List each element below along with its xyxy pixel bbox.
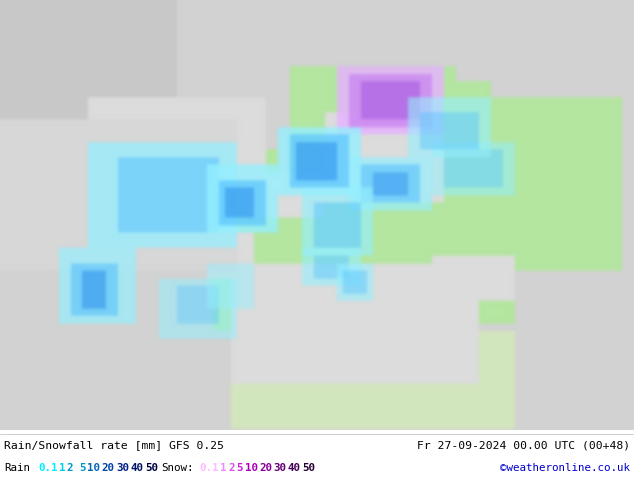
Text: Snow:: Snow: [162, 463, 194, 473]
Text: 20: 20 [102, 463, 115, 473]
Text: 0.1: 0.1 [200, 463, 219, 473]
Text: 2 5: 2 5 [67, 463, 86, 473]
Text: 30: 30 [273, 463, 287, 473]
Text: 20: 20 [259, 463, 272, 473]
Text: 2: 2 [228, 463, 235, 473]
Text: 10: 10 [245, 463, 257, 473]
Text: 10: 10 [87, 463, 100, 473]
Text: 1: 1 [58, 463, 65, 473]
Text: 50: 50 [302, 463, 315, 473]
Text: Fr 27-09-2024 00.00 UTC (00+48): Fr 27-09-2024 00.00 UTC (00+48) [417, 440, 630, 450]
Text: 30: 30 [116, 463, 129, 473]
Text: 0.1: 0.1 [38, 463, 58, 473]
Text: 40: 40 [131, 463, 143, 473]
Text: 50: 50 [145, 463, 158, 473]
Text: Rain: Rain [4, 463, 30, 473]
Text: 40: 40 [288, 463, 301, 473]
Text: 5: 5 [236, 463, 243, 473]
Text: ©weatheronline.co.uk: ©weatheronline.co.uk [500, 463, 630, 473]
Text: Rain/Snowfall rate [mm] GFS 0.25: Rain/Snowfall rate [mm] GFS 0.25 [4, 440, 224, 450]
Text: 1: 1 [220, 463, 226, 473]
